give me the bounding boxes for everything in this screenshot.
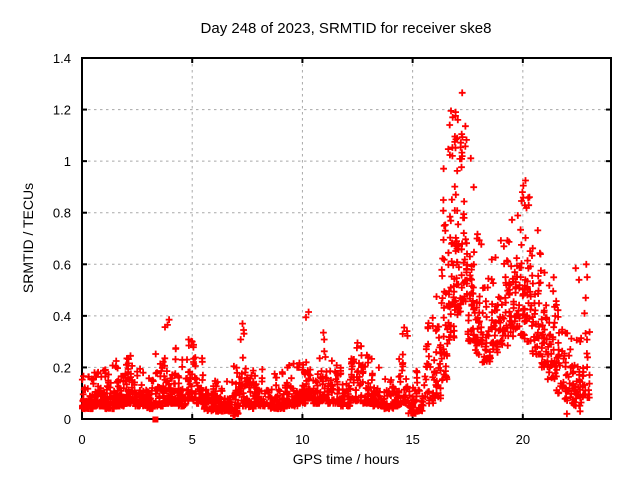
x-tick-label: 15 xyxy=(405,432,419,447)
square-marker xyxy=(152,416,159,423)
x-tick-label: 10 xyxy=(295,432,309,447)
y-tick-label: 1.2 xyxy=(53,103,71,118)
y-tick-label: 0.4 xyxy=(53,309,71,324)
y-tick-label: 1.4 xyxy=(53,51,71,66)
plot-border xyxy=(81,57,612,420)
data-points xyxy=(78,89,593,423)
gridlines xyxy=(82,58,611,419)
x-tick-label: 0 xyxy=(78,432,85,447)
y-tick-label: 0.8 xyxy=(53,206,71,221)
axis-ticks xyxy=(81,57,611,420)
x-tick-label: 20 xyxy=(516,432,530,447)
y-tick-label: 1 xyxy=(64,154,71,169)
x-tick-label: 5 xyxy=(189,432,196,447)
y-tick-label: 0 xyxy=(64,412,71,427)
chart-title: Day 248 of 2023, SRMTID for receiver ske… xyxy=(201,20,492,37)
x-axis-label: GPS time / hours xyxy=(293,451,400,467)
y-tick-label: 0.2 xyxy=(53,360,71,375)
y-tick-label: 0.6 xyxy=(53,257,71,272)
tick-labels: 0 5 10 15 20 0 0.2 0.4 0.6 0.8 1 1.2 1.4 xyxy=(53,51,530,447)
y-axis-label: SRMTID / TECUs xyxy=(20,183,36,293)
